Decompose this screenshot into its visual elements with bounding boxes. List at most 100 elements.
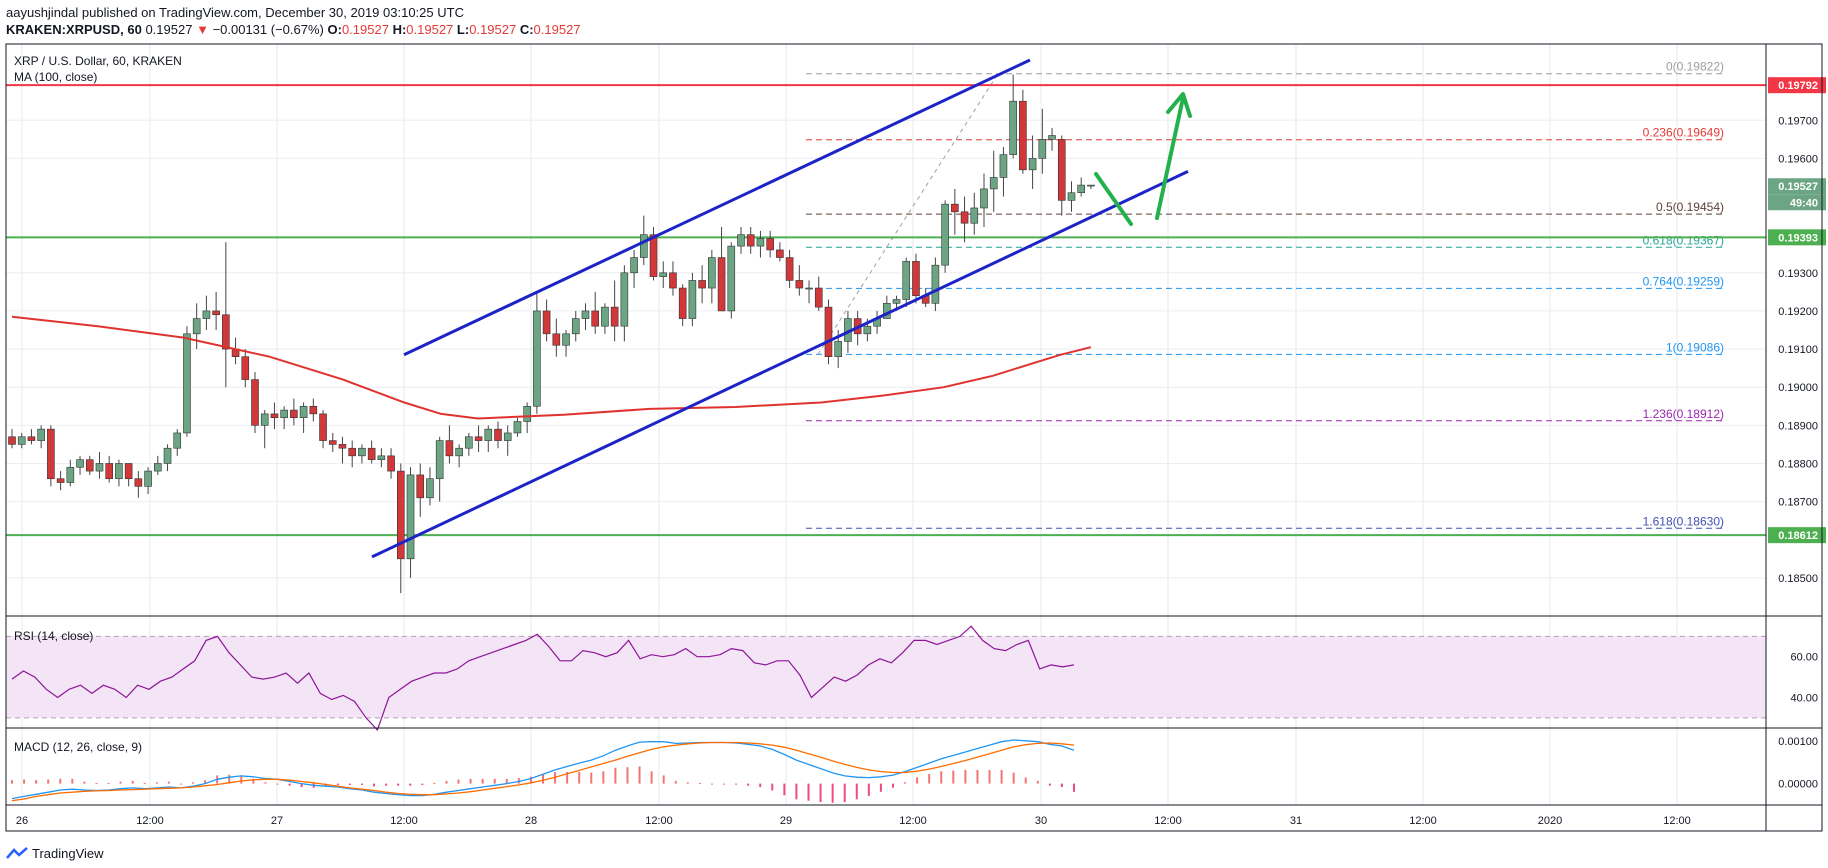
macd-histogram-bar (11, 780, 13, 784)
candle-body (115, 463, 123, 480)
macd-histogram-bar (855, 783, 858, 800)
time-axis-tick: 12:00 (645, 815, 673, 827)
time-axis-tick: 30 (1035, 815, 1047, 827)
macd-signal-line (11, 741, 1075, 802)
price-axis-tick: 0.19100 (1778, 344, 1818, 356)
arrow-drawing[interactable] (1094, 92, 1192, 226)
price-change: −0.00131 (−0.67%) (212, 22, 324, 37)
candle-body (144, 470, 152, 487)
price-axis-tick: 0.19200 (1778, 306, 1818, 318)
author-name[interactable]: aayushjindal (6, 5, 79, 20)
price-axis-tick: 0.18700 (1778, 497, 1818, 509)
time-axis-tick: 31 (1290, 815, 1302, 827)
candle-body (367, 447, 376, 460)
fib-level-label: 0.236(0.19649) (1643, 126, 1724, 140)
macd-histogram-bar (1012, 772, 1015, 784)
macd-histogram-bar (457, 779, 460, 784)
candle-body (970, 207, 979, 224)
rsi-axis-tick: 40.00 (1790, 692, 1818, 704)
macd-histogram-bar (143, 782, 146, 784)
candle-body (202, 310, 211, 319)
candle-body (465, 436, 473, 449)
candle-body (999, 154, 1008, 178)
candle-body (251, 379, 259, 426)
macd-histogram-bar (1000, 769, 1003, 784)
macd-histogram-bar (35, 780, 38, 784)
candle-body (552, 333, 561, 346)
rsi-line (11, 625, 1075, 732)
macd-histogram-bar (843, 783, 846, 803)
candle-body (785, 257, 794, 281)
candle-body (834, 341, 843, 357)
macd-histogram-bar (529, 776, 532, 784)
candle-body (494, 428, 502, 441)
candle-body (708, 257, 716, 289)
candle-body (455, 447, 463, 457)
candle-body (222, 314, 230, 350)
candle-body (698, 280, 706, 289)
candle-body (989, 177, 998, 190)
horizontal-levels[interactable] (6, 84, 1766, 537)
candle-body (192, 318, 201, 335)
arrow-down-stroke (1094, 172, 1133, 226)
macd-histogram-bar (626, 767, 629, 784)
candle-body (358, 447, 366, 457)
macd-histogram-bar (167, 781, 170, 784)
macd-histogram-bar (23, 779, 26, 784)
fibonacci-retracement[interactable]: 0(0.19822) 0.236(0.19649) 0.5(0.19454) 0.61… (806, 60, 1726, 529)
channel-lower-line (371, 170, 1189, 559)
price-axis-tick: 0.18900 (1778, 420, 1818, 432)
candle-body (1057, 139, 1066, 201)
macd-histogram-bar (71, 778, 74, 784)
low-value: 0.19527 (469, 22, 517, 37)
candle-body (659, 272, 668, 277)
candle-body (863, 325, 872, 335)
candle-body (1028, 158, 1037, 171)
candle-body (941, 203, 949, 266)
time-axis-tick: 12:00 (390, 815, 418, 827)
macd-histogram-bar (964, 769, 967, 784)
macd-histogram-bar (397, 783, 400, 786)
candle-body (66, 466, 75, 483)
macd-histogram-bar (83, 781, 86, 784)
open-value: 0.19527 (341, 22, 389, 37)
price-axis-tick: 0.19300 (1778, 268, 1818, 280)
macd-histogram-bar (204, 780, 207, 784)
price-tag-box (1768, 527, 1826, 544)
candle-body (37, 428, 45, 441)
macd-histogram-bar (723, 783, 726, 785)
macd-histogram-bar (1048, 783, 1051, 786)
channel-upper-line (403, 58, 1031, 357)
candle-body (1077, 184, 1085, 194)
candle-body (649, 234, 658, 277)
macd-histogram-bar (952, 770, 955, 784)
candle-body (396, 470, 405, 560)
candle-body (795, 280, 804, 289)
publish-line: aayushjindal published on TradingView.co… (6, 5, 464, 20)
macd-histogram-bar (662, 775, 665, 784)
candle-body (562, 333, 570, 346)
price-axis-tick: 0.19700 (1778, 115, 1818, 127)
price-tag-box (1768, 229, 1826, 246)
candle-body (756, 238, 765, 247)
macd-axis-tick: 0.00000 (1778, 779, 1818, 791)
macd-histogram-bar (988, 769, 991, 784)
candle-body (902, 261, 911, 300)
macd-histogram-bar (179, 783, 182, 785)
macd-histogram-bar (602, 771, 605, 784)
rsi-band (6, 636, 1766, 718)
candle-body (688, 280, 697, 319)
time-axis-tick: 29 (780, 815, 792, 827)
candle-body (717, 257, 726, 312)
candle-body (805, 287, 813, 290)
ascending-channel[interactable] (371, 58, 1189, 559)
macd-histogram-bar (252, 778, 255, 784)
candle-body (17, 436, 26, 445)
candle-body (669, 272, 677, 289)
macd-histogram-bar (276, 783, 279, 785)
brand-label[interactable]: TradingView (32, 845, 104, 861)
candle-body (630, 257, 638, 274)
macd-histogram-bar (336, 783, 339, 785)
candle-body (960, 211, 969, 224)
